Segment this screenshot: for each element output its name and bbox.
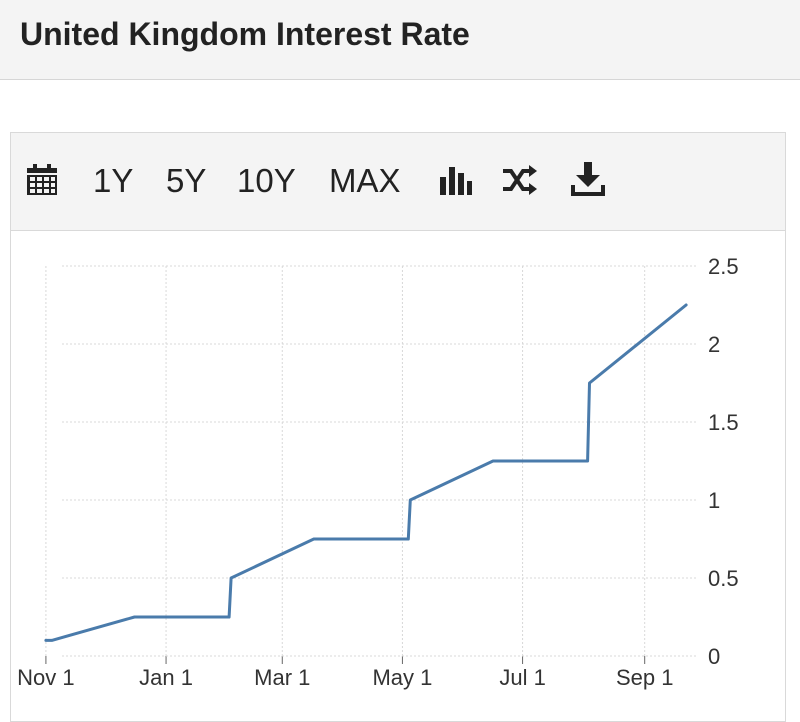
bar-chart-icon[interactable] [439,163,473,197]
range-10y-button[interactable]: 10Y [237,162,296,199]
x-gridlines [45,266,646,664]
chart-panel: 1Y 5Y 10Y MAX [10,132,786,722]
y-gridlines [62,265,696,657]
range-5y-button[interactable]: 5Y [166,162,207,199]
download-icon[interactable] [571,161,605,197]
y-tick-label: 1.5 [708,410,739,435]
x-tick-label: May 1 [372,665,432,690]
series-group [44,303,688,642]
y-tick-label: 2.5 [708,254,739,279]
y-tick-label: 0.5 [708,566,739,591]
x-tick-label: Sep 1 [616,665,674,690]
calendar-icon[interactable] [25,163,59,197]
range-max-button[interactable]: MAX [329,162,401,199]
x-tick-label: Jan 1 [139,665,193,690]
y-tick-label: 2 [708,332,720,357]
x-tick-label: Nov 1 [17,665,74,690]
y-tick-label: 1 [708,488,720,513]
shuffle-icon[interactable] [501,163,539,197]
interest-rate-series-line [44,303,688,642]
x-tick-labels: Nov 1 Jan 1 Mar 1 May 1 Jul 1 Sep 1 [17,665,673,690]
page-title: United Kingdom Interest Rate [20,16,470,52]
range-1y-button[interactable]: 1Y [93,162,134,199]
chart-toolbar: 1Y 5Y 10Y MAX [11,133,785,231]
x-tick-label: Jul 1 [499,665,545,690]
y-tick-labels: 0 0.5 1 1.5 2 2.5 [708,254,739,669]
x-tick-label: Mar 1 [254,665,310,690]
y-tick-label: 0 [708,644,720,669]
header: United Kingdom Interest Rate [0,0,800,80]
